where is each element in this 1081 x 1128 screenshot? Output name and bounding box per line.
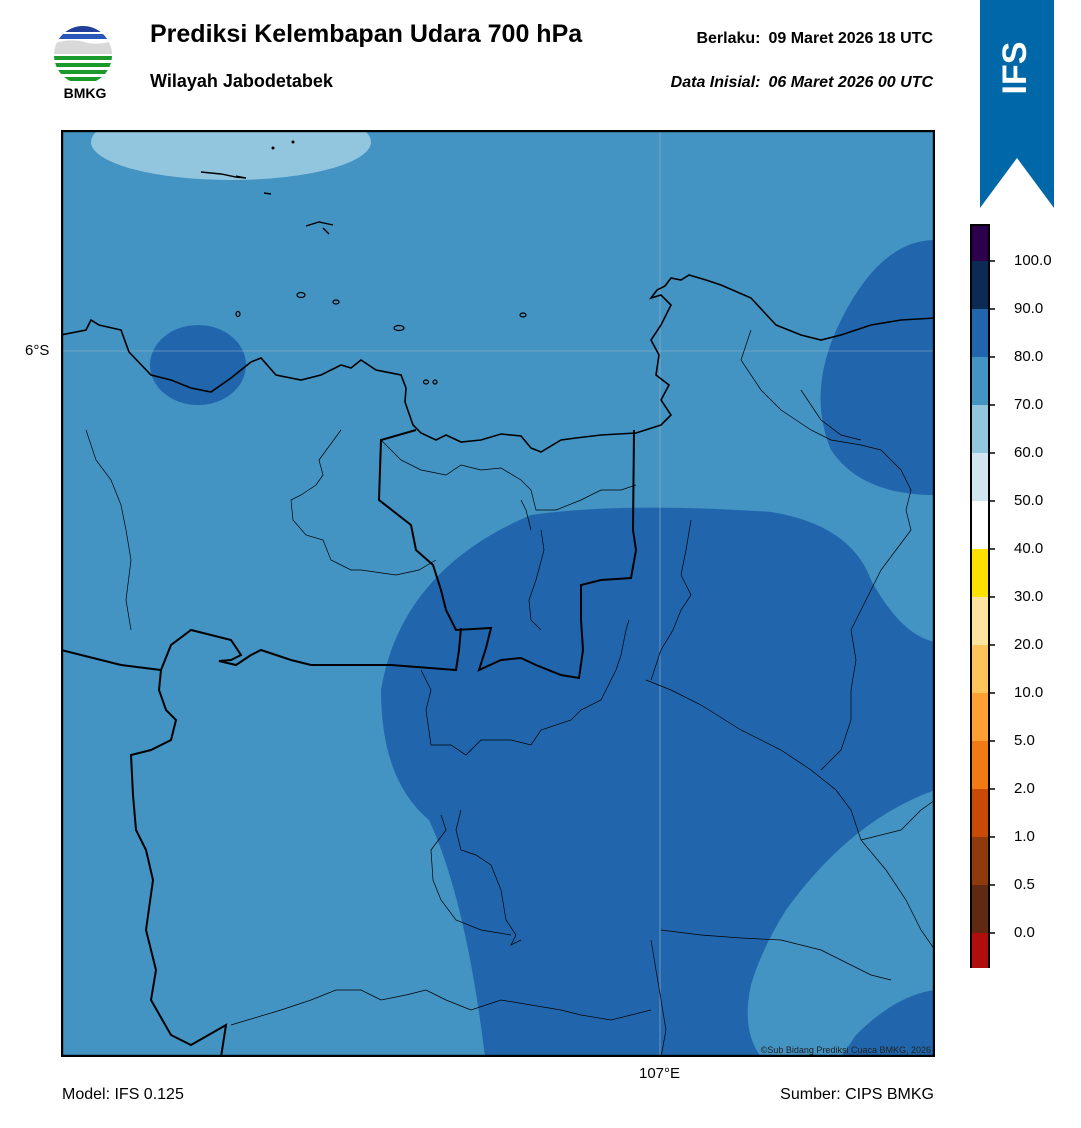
colorbar-segment bbox=[971, 309, 989, 357]
colorbar-tick-label: 10.0 bbox=[1014, 684, 1044, 701]
colorbar-tick-label: 100.0 bbox=[1014, 252, 1052, 269]
province-boundary-south bbox=[61, 627, 462, 672]
ribbon-shape bbox=[980, 0, 1054, 208]
colorbar-tick-label: 70.0 bbox=[1014, 396, 1044, 413]
colorbar-segment bbox=[971, 357, 989, 405]
colorbar-segment bbox=[971, 549, 989, 597]
colorbar-segment bbox=[971, 885, 989, 933]
colorbar-segment bbox=[971, 741, 989, 789]
colorbar-tick-label: 40.0 bbox=[1014, 540, 1044, 557]
humidity-80-90-main-area bbox=[381, 507, 935, 1057]
colorbar-tick-label: 30.0 bbox=[1014, 588, 1044, 605]
colorbar-segment bbox=[971, 261, 989, 309]
colorbar-segment bbox=[971, 693, 989, 741]
map-frame bbox=[61, 130, 935, 1057]
model-footer: Model: IFS 0.125 bbox=[62, 1086, 184, 1103]
province-boundary-west bbox=[129, 669, 228, 1057]
colorbar-tick-label: 0.5 bbox=[1014, 876, 1035, 893]
latitude-label: 6°S bbox=[25, 342, 50, 359]
colorbar-segment bbox=[971, 453, 989, 501]
map-title: Prediksi Kelembapan Udara 700 hPa bbox=[150, 20, 583, 48]
humidity-80-90-blob-east bbox=[820, 240, 935, 495]
colorbar-segment bbox=[971, 501, 989, 549]
model-badge-text: IFS bbox=[996, 42, 1034, 95]
colorbar-tick-label: 1.0 bbox=[1014, 828, 1035, 845]
init-label: Data Inisial: bbox=[670, 74, 761, 91]
valid-label: Berlaku: bbox=[696, 30, 761, 47]
colorbar-segment bbox=[971, 405, 989, 453]
region-subtitle: Wilayah Jabodetabek bbox=[150, 71, 333, 91]
colorbar-tick-label: 2.0 bbox=[1014, 780, 1035, 797]
init-time: 06 Maret 2026 00 UTC bbox=[768, 74, 933, 91]
colorbar-tick-label: 60.0 bbox=[1014, 444, 1044, 461]
colorbar-tick-label: 0.0 bbox=[1014, 924, 1035, 941]
colorbar-tick-label: 5.0 bbox=[1014, 732, 1035, 749]
model-ribbon: IFS bbox=[980, 0, 1054, 208]
colorbar-segment bbox=[971, 933, 989, 968]
source-footer: Sumber: CIPS BMKG bbox=[780, 1086, 934, 1103]
colorbar-tick-label: 80.0 bbox=[1014, 348, 1044, 365]
colorbar-tick-label: 90.0 bbox=[1014, 300, 1044, 317]
colorbar-segment bbox=[971, 645, 989, 693]
coastline bbox=[61, 274, 935, 453]
valid-time: 09 Maret 2026 18 UTC bbox=[768, 30, 933, 47]
longitude-label: 107°E bbox=[639, 1065, 681, 1082]
province-boundary-east bbox=[377, 429, 638, 680]
map-credit: ©Sub Bidang Prediksi Cuaca BMKG, 2026 bbox=[761, 1045, 931, 1055]
colorbar-segment bbox=[971, 597, 989, 645]
humidity-80-90-blob-west bbox=[150, 325, 246, 405]
colorbar bbox=[970, 224, 995, 968]
colorbar-tick-label: 50.0 bbox=[1014, 492, 1044, 509]
humidity-60-70-area bbox=[91, 130, 371, 180]
colorbar-tick-label: 20.0 bbox=[1014, 636, 1044, 653]
regency-boundaries bbox=[85, 329, 935, 1057]
humidity-80-90-blob-southeast bbox=[841, 990, 935, 1057]
colorbar-segment bbox=[971, 789, 989, 837]
colorbar-segment bbox=[971, 225, 989, 261]
colorbar-frame bbox=[970, 224, 990, 968]
svg-text:BMKG: BMKG bbox=[64, 85, 107, 101]
init-time-line: Data Inisial: 06 Maret 2026 00 UTC bbox=[671, 74, 933, 92]
colorbar-segment bbox=[971, 837, 989, 885]
valid-time-line: Berlaku: 09 Maret 2026 18 UTC bbox=[696, 30, 933, 48]
bmkg-logo: BMKG bbox=[54, 26, 112, 101]
humidity-map: ©Sub Bidang Prediksi Cuaca BMKG, 2026 bbox=[61, 130, 935, 1057]
